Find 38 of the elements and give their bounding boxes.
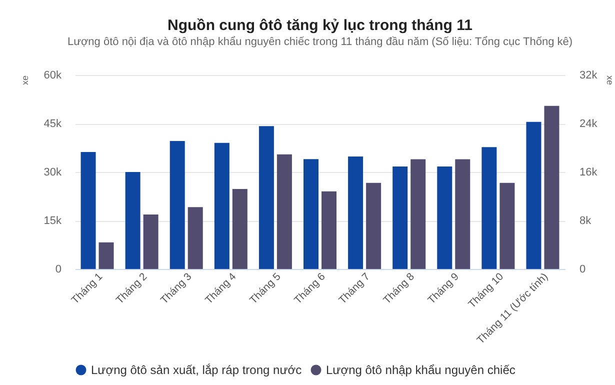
bar — [526, 122, 542, 269]
bar — [143, 214, 158, 269]
bar — [437, 166, 452, 269]
legend-label: Lượng ôtô sản xuất, lắp ráp trong nước — [91, 363, 302, 377]
bar — [80, 152, 96, 269]
y-tick-label: 15k — [44, 215, 62, 227]
bar — [392, 166, 408, 269]
y2-tick-label: 16k — [580, 166, 598, 178]
bar — [232, 188, 248, 269]
y2-axis-title: xe — [605, 76, 615, 86]
chart-title: Nguồn cung ôtô tăng kỷ lục trong tháng 11 — [168, 17, 472, 34]
bar — [258, 126, 274, 269]
bar — [482, 147, 497, 269]
bar — [500, 182, 515, 269]
y2-tick-label: 32k — [580, 70, 598, 82]
y-axis-title: xe — [20, 76, 30, 86]
legend-label: Lượng ôtô nhập khẩu nguyên chiếc — [326, 363, 516, 377]
y-tick-label: 60k — [44, 70, 62, 82]
bar — [304, 159, 318, 269]
bar — [276, 154, 292, 269]
bar — [98, 242, 114, 269]
y2-tick-label: 24k — [580, 118, 598, 130]
bar — [348, 156, 364, 269]
chart-subtitle: Lượng ôtô nội địa và ôtô nhập khẩu nguyên chiếc trong 11 tháng đầu năm (Số liệu: Tổng cục Thống kê) — [67, 36, 573, 48]
y-tick-label: 0 — [55, 264, 62, 276]
y-tick-label: 45k — [44, 118, 62, 130]
bar — [544, 106, 560, 269]
bar — [188, 207, 203, 269]
y-tick-label: 30k — [44, 166, 62, 178]
bar — [455, 159, 470, 269]
bar — [125, 172, 140, 269]
y2-tick-label: 0 — [580, 264, 586, 276]
bar — [366, 182, 382, 269]
bar — [214, 142, 230, 269]
y2-tick-label: 8k — [580, 215, 592, 227]
bar — [410, 159, 426, 269]
bar — [170, 140, 185, 269]
bar — [322, 191, 336, 269]
